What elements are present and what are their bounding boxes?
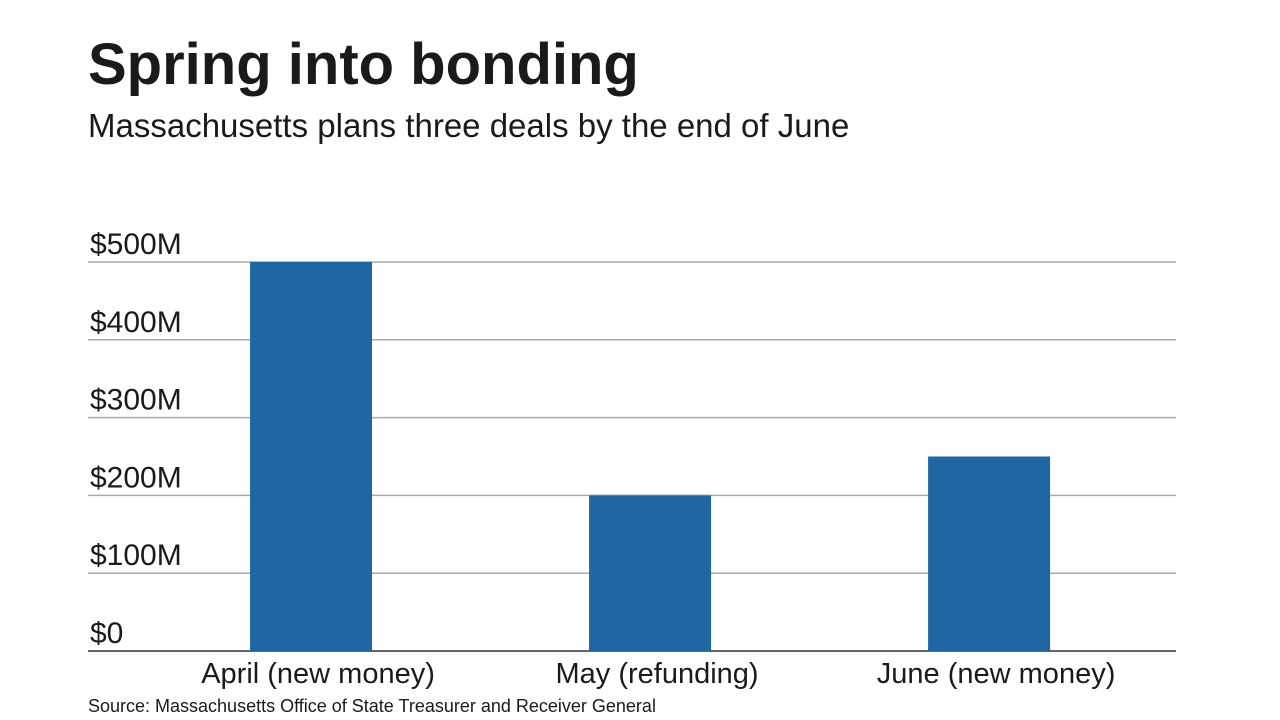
bar — [250, 262, 373, 651]
y-tick-label: $500M — [90, 228, 182, 261]
y-tick-label: $400M — [90, 306, 182, 339]
chart-title: Spring into bonding — [88, 32, 639, 97]
y-tick-label: $100M — [90, 539, 182, 572]
chart-subtitle: Massachusetts plans three deals by the e… — [88, 107, 849, 144]
source-note: Source: Massachusetts Office of State Tr… — [88, 696, 656, 716]
y-tick-label: $0 — [90, 617, 123, 650]
y-tick-label: $300M — [90, 384, 182, 417]
x-tick-label: May (refunding) — [556, 658, 759, 690]
y-tick-label: $200M — [90, 461, 182, 494]
bar — [928, 456, 1051, 651]
x-tick-label: June (new money) — [877, 658, 1116, 690]
x-tick-label: April (new money) — [201, 658, 435, 690]
bar — [589, 495, 712, 651]
